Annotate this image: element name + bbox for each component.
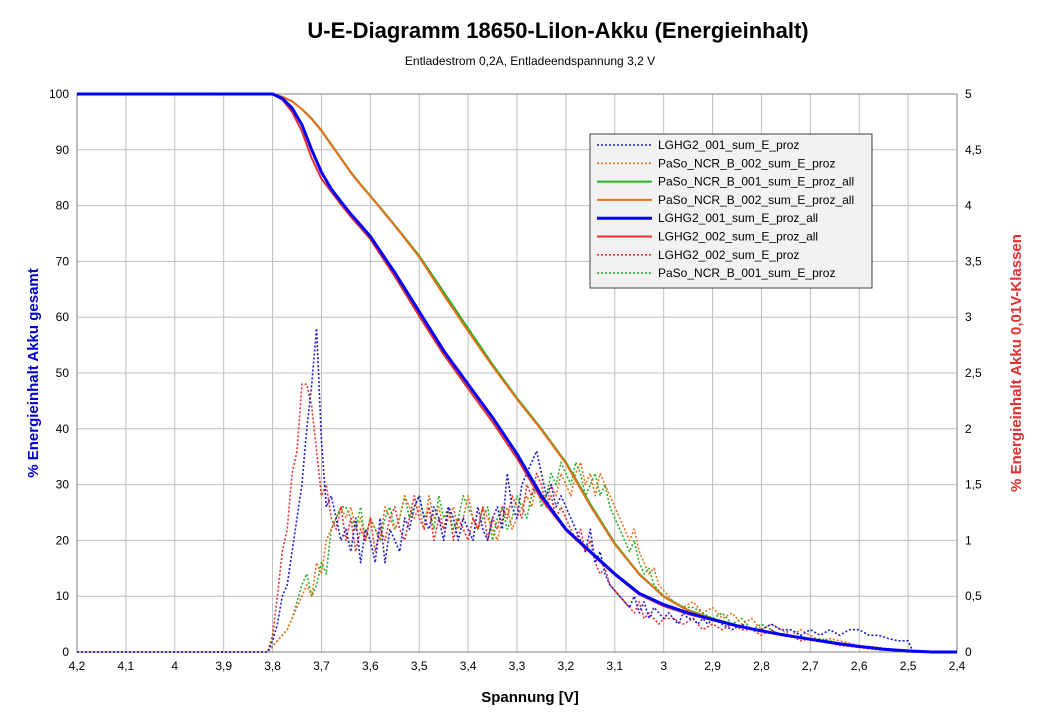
legend-label: LGHG2_001_sum_E_proz_all — [658, 211, 818, 225]
legend-label: LGHG2_001_sum_E_proz — [658, 138, 799, 152]
x-tick-label: 3,9 — [215, 659, 232, 673]
x-tick-label: 4,1 — [118, 659, 135, 673]
x-tick-label: 3 — [660, 659, 667, 673]
y-right-tick-label: 5 — [965, 87, 972, 101]
y-right-tick-label: 1,5 — [965, 478, 982, 492]
legend-label: LGHG2_002_sum_E_proz_all — [658, 230, 818, 244]
x-tick-label: 2,5 — [900, 659, 917, 673]
x-tick-label: 3,4 — [460, 659, 477, 673]
x-tick-label: 3,2 — [558, 659, 575, 673]
y-right-tick-label: 2,5 — [965, 366, 982, 380]
x-tick-label: 2,7 — [802, 659, 819, 673]
legend-label: PaSo_NCR_B_001_sum_E_proz — [658, 266, 835, 280]
legend-box — [589, 133, 873, 289]
y-right-tick-label: 3 — [965, 310, 972, 324]
x-tick-label: 2,9 — [704, 659, 721, 673]
y-left-tick-label: 70 — [56, 254, 70, 268]
x-tick-label: 2,8 — [753, 659, 770, 673]
y-left-tick-label: 60 — [56, 310, 70, 324]
y-left-tick-label: 80 — [56, 199, 70, 213]
legend-label: PaSo_NCR_B_001_sum_E_proz_all — [658, 175, 854, 189]
x-tick-label: 3,3 — [509, 659, 526, 673]
chart-subtitle: Entladestrom 0,2A, Entladeendspannung 3,… — [405, 54, 655, 68]
chart-title: U-E-Diagramm 18650-LiIon-Akku (Energiein… — [307, 18, 808, 43]
series-line-LGHG2_001_sum_E_proz_all — [77, 92, 957, 654]
y-right-tick-label: 4 — [965, 199, 972, 213]
y-left-tick-label: 50 — [56, 366, 70, 380]
plot-area-frame — [76, 93, 958, 653]
y-left-tick-label: 20 — [56, 533, 70, 547]
y-right-tick-label: 1 — [965, 533, 972, 547]
legend: LGHG2_001_sum_E_proz PaSo_NCR_B_002_sum_E… — [589, 133, 873, 289]
x-tick-label: 3,6 — [362, 659, 379, 673]
x-tick-label: 3,8 — [264, 659, 281, 673]
y-left-tick-label: 100 — [49, 87, 69, 101]
y-right-tick-label: 0,5 — [965, 589, 982, 603]
y-right-tick-label: 2 — [965, 422, 972, 436]
x-tick-label: 2,4 — [949, 659, 966, 673]
x-tick-label: 4 — [171, 659, 178, 673]
series-line-LGHG2_001_sum_E_proz — [77, 327, 957, 653]
y-left-tick-label: 0 — [62, 645, 69, 659]
legend-items: LGHG2_001_sum_E_proz PaSo_NCR_B_002_sum_E… — [597, 138, 854, 280]
y-axis-right-title: % Energieinhalt Akku 0,01V-Klassen — [1008, 234, 1025, 492]
x-tick-label: 3,5 — [411, 659, 428, 673]
series-line-PaSo_NCR_B_002_sum_E_proz — [77, 461, 957, 653]
legend-label: PaSo_NCR_B_002_sum_E_proz_all — [658, 193, 854, 207]
y-right-tick-label: 3,5 — [965, 254, 982, 268]
x-axis-title: Spannung [V] — [481, 689, 579, 706]
x-tick-label: 3,1 — [606, 659, 623, 673]
legend-label: PaSo_NCR_B_002_sum_E_proz — [658, 156, 835, 170]
series-layer — [77, 92, 957, 654]
x-tick-label: 2,6 — [851, 659, 868, 673]
y-left-tick-label: 30 — [56, 478, 70, 492]
series-line-LGHG2_002_sum_E_proz — [77, 383, 957, 653]
y-left-tick-label: 90 — [56, 143, 70, 157]
legend-label: LGHG2_002_sum_E_proz — [658, 248, 799, 262]
y-left-tick-label: 40 — [56, 422, 70, 436]
y-left-tick-label: 10 — [56, 589, 70, 603]
x-tick-label: 4,2 — [69, 659, 86, 673]
y-right-tick-label: 0 — [965, 645, 972, 659]
x-tick-label: 3,7 — [313, 659, 330, 673]
y-axis-left-title: % Energieinhalt Akku gesamt — [25, 268, 42, 478]
y-right-tick-label: 4,5 — [965, 143, 982, 157]
ticks-layer: 4,2 4,1 4 3,9 3,8 3,7 3,6 3,5 3,4 3,3 3,2 3,1 3 2,9 2,… — [49, 87, 982, 673]
